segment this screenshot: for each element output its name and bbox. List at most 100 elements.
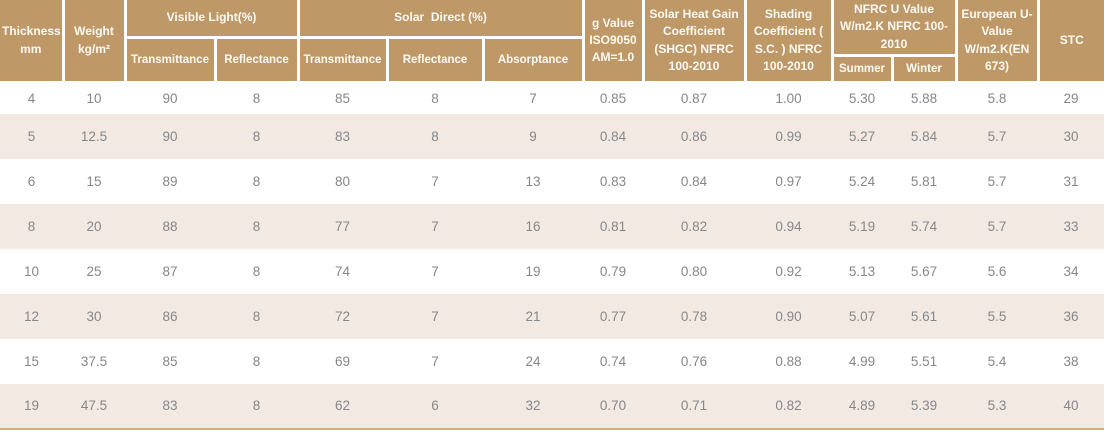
table-cell: 0.83 <box>583 158 644 204</box>
table-cell: 31 <box>1038 158 1104 204</box>
table-row: 8 20 88 8 77 7 16 0.81 0.82 0.94 5.19 5.74 5.7 33 <box>0 203 1104 249</box>
table-cell: 0.82 <box>643 203 746 249</box>
col-header-shading-coefficient: Shading Coefficient ( S.C. ) NFRC 100-20… <box>743 0 834 85</box>
table-row: 12 30 86 8 72 7 21 0.77 0.78 0.90 5.07 5.61 5.5 36 <box>0 293 1104 339</box>
col-header-european-u-value: European U-Value W/m2.K(EN 673) <box>954 0 1040 85</box>
table-cell: 88 <box>125 203 215 249</box>
table-cell: 5.7 <box>956 158 1039 204</box>
table-cell: 1.00 <box>745 82 833 114</box>
table-cell: 8 <box>0 203 63 249</box>
table-cell: 89 <box>125 158 215 204</box>
table-cell: 4.99 <box>832 338 893 384</box>
table-cell: 40 <box>1038 383 1104 430</box>
table-cell: 80 <box>298 158 388 204</box>
table-cell: 34 <box>1038 248 1104 294</box>
table-body: 4 10 90 8 85 8 7 0.85 0.87 1.00 5.30 5.88 5.8 29 5 12.5… <box>0 82 1104 430</box>
table-cell: 0.92 <box>745 248 833 294</box>
col-header-u-value-summer: Summer <box>830 54 894 85</box>
table-cell: 0.82 <box>745 383 833 430</box>
table-cell: 5.5 <box>956 293 1039 339</box>
table-cell: 38 <box>1038 338 1104 384</box>
table-cell: 72 <box>298 293 388 339</box>
glass-performance-table: Thickness mm Weight kg/m² Visible Light(… <box>0 0 1104 430</box>
table-cell: 5.7 <box>956 203 1039 249</box>
col-header-solar-absorptance: Absorptance <box>481 35 585 85</box>
table-cell: 13 <box>483 158 584 204</box>
col-header-u-value-winter: Winter <box>890 54 958 85</box>
table-cell: 69 <box>298 338 388 384</box>
table-cell: 15 <box>0 338 63 384</box>
table-cell: 5 <box>0 113 63 159</box>
table-cell: 12.5 <box>63 113 125 159</box>
table-cell: 10 <box>0 248 63 294</box>
table-cell: 0.86 <box>643 113 746 159</box>
table-cell: 4.89 <box>832 383 893 430</box>
table-cell: 7 <box>387 203 484 249</box>
table-cell: 36 <box>1038 293 1104 339</box>
table-cell: 5.81 <box>892 158 957 204</box>
table-cell: 0.80 <box>643 248 746 294</box>
table-cell: 5.30 <box>832 82 893 114</box>
table-cell: 5.7 <box>956 113 1039 159</box>
table-cell: 83 <box>125 383 215 430</box>
table-cell: 5.6 <box>956 248 1039 294</box>
table-row: 19 47.5 83 8 62 6 32 0.70 0.71 0.82 4.89 5.39 5.3 40 <box>0 383 1104 430</box>
table-row: 5 12.5 90 8 83 8 9 0.84 0.86 0.99 5.27 5.84 5.7 30 <box>0 113 1104 159</box>
table-cell: 24 <box>483 338 584 384</box>
table-cell: 5.39 <box>892 383 957 430</box>
table-cell: 8 <box>215 293 299 339</box>
table-cell: 7 <box>387 248 484 294</box>
table-cell: 5.67 <box>892 248 957 294</box>
table-cell: 8 <box>215 158 299 204</box>
table-cell: 6 <box>387 383 484 430</box>
col-header-solar-reflectance: Reflectance <box>385 35 485 85</box>
table-cell: 5.19 <box>832 203 893 249</box>
table-cell: 21 <box>483 293 584 339</box>
table-cell: 85 <box>125 338 215 384</box>
table-cell: 0.78 <box>643 293 746 339</box>
col-header-g-value: g Value ISO9050 AM=1.0 <box>581 0 645 85</box>
col-header-solar-transmittance: Transmittance <box>296 35 389 85</box>
table-cell: 5.07 <box>832 293 893 339</box>
col-header-weight: Weight kg/m² <box>61 0 127 85</box>
table-cell: 0.74 <box>583 338 644 384</box>
table-cell: 90 <box>125 113 215 159</box>
table-cell: 30 <box>63 293 125 339</box>
table-cell: 83 <box>298 113 388 159</box>
table-cell: 19 <box>483 248 584 294</box>
table-cell: 37.5 <box>63 338 125 384</box>
table-cell: 0.90 <box>745 293 833 339</box>
table-cell: 30 <box>1038 113 1104 159</box>
table-cell: 5.3 <box>956 383 1039 430</box>
group-header-visible-light: Visible Light(%) <box>123 0 300 39</box>
table-cell: 8 <box>387 113 484 159</box>
table-cell: 0.88 <box>745 338 833 384</box>
table-cell: 20 <box>63 203 125 249</box>
group-header-nfrc-u-value: NFRC U Value W/m2.K NFRC 100-2010 <box>830 0 958 58</box>
table-row: 15 37.5 85 8 69 7 24 0.74 0.76 0.88 4.99 5.51 5.4 38 <box>0 338 1104 384</box>
table-cell: 16 <box>483 203 584 249</box>
table-header: Thickness mm Weight kg/m² Visible Light(… <box>0 0 1104 85</box>
col-header-shgc: Solar Heat Gain Coefficient (SHGC) NFRC … <box>641 0 747 85</box>
table-cell: 0.85 <box>583 82 644 114</box>
table-cell: 90 <box>125 82 215 114</box>
table-cell: 8 <box>215 203 299 249</box>
table-cell: 62 <box>298 383 388 430</box>
table-cell: 47.5 <box>63 383 125 430</box>
table-cell: 8 <box>215 248 299 294</box>
table-cell: 77 <box>298 203 388 249</box>
col-header-stc: STC <box>1036 0 1104 85</box>
table-cell: 0.71 <box>643 383 746 430</box>
table-cell: 5.27 <box>832 113 893 159</box>
table-cell: 8 <box>387 82 484 114</box>
table-cell: 86 <box>125 293 215 339</box>
table-cell: 74 <box>298 248 388 294</box>
table-cell: 5.74 <box>892 203 957 249</box>
table-cell: 5.88 <box>892 82 957 114</box>
table-cell: 0.99 <box>745 113 833 159</box>
table-cell: 33 <box>1038 203 1104 249</box>
table-cell: 0.97 <box>745 158 833 204</box>
table-cell: 9 <box>483 113 584 159</box>
table-cell: 19 <box>0 383 63 430</box>
table-cell: 5.13 <box>832 248 893 294</box>
